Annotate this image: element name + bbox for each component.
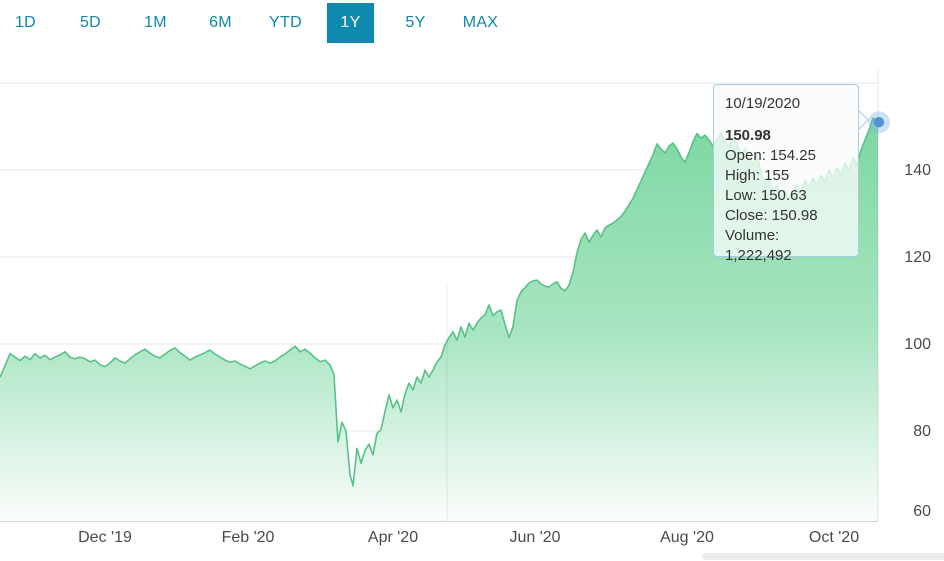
tab-max[interactable]: MAX xyxy=(462,14,499,31)
x-tick-Aug20: Aug '20 xyxy=(660,529,714,546)
y-tick-100: 100 xyxy=(904,336,931,353)
y-tick-120: 120 xyxy=(904,249,931,266)
marker-dot[interactable] xyxy=(873,117,885,128)
x-tick-Oct20: Oct '20 xyxy=(809,529,859,546)
tab-6m[interactable]: 6M xyxy=(209,14,232,31)
chart-tooltip: 10/19/2020 150.98 Open: 154.25 High: 155 L… xyxy=(713,84,859,264)
x-tick-Feb20: Feb '20 xyxy=(222,529,275,546)
tooltip-date: 10/19/2020 xyxy=(725,95,801,112)
tab-1d[interactable]: 1D xyxy=(14,14,37,31)
y-tick-60: 60 xyxy=(913,503,931,520)
horizontal-scrollbar-thumb[interactable] xyxy=(702,553,944,560)
tooltip-row-close: Close: 150.98 xyxy=(725,207,818,224)
tab-1y[interactable]: 1Y xyxy=(327,3,374,43)
x-tick-Jun20: Jun '20 xyxy=(509,529,560,546)
y-tick-140: 140 xyxy=(904,162,931,179)
range-tabbar: 1D 5D 1M 6M YTD 1Y 5Y MAX xyxy=(2,3,522,43)
tooltip-rows: Open: 154.25 High: 155 Low: 150.63 Close: 1… xyxy=(725,146,847,266)
tooltip-row-high: High: 155 xyxy=(725,167,790,184)
x-tick-Dec19: Dec '19 xyxy=(78,529,132,546)
tooltip-row-volume: Volume: 1,222,492 xyxy=(725,227,792,264)
tab-ytd[interactable]: YTD xyxy=(269,14,302,31)
tab-5y[interactable]: 5Y xyxy=(405,14,426,31)
y-tick-80: 80 xyxy=(913,423,931,440)
x-tick-Apr20: Apr '20 xyxy=(368,529,418,546)
tab-5d[interactable]: 5D xyxy=(79,14,102,31)
tooltip-row-low: Low: 150.63 xyxy=(725,187,807,204)
tab-1m[interactable]: 1M xyxy=(144,14,167,31)
tooltip-row-open: Open: 154.25 xyxy=(725,147,816,164)
price-area-fill xyxy=(0,118,878,521)
tooltip-price: 150.98 xyxy=(725,127,771,144)
